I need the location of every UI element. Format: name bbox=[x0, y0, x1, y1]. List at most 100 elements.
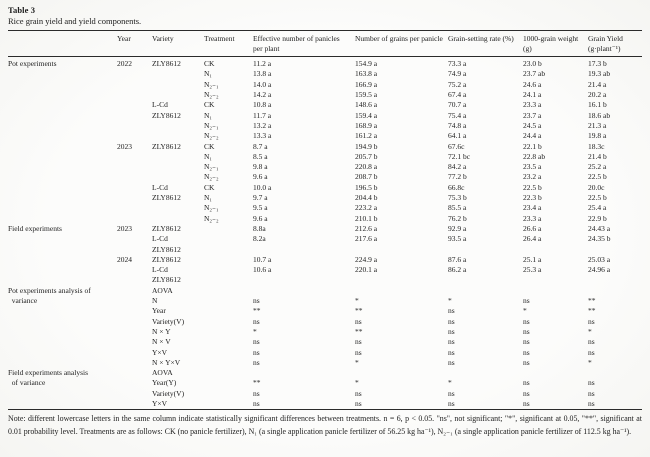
cell-variety: ZLY8612 bbox=[152, 244, 181, 254]
cell-effective-panicles: ** bbox=[253, 378, 261, 388]
cell-treatment bbox=[204, 224, 253, 234]
cell-treatment bbox=[204, 358, 253, 368]
cell-section bbox=[8, 389, 117, 399]
cell-grain-yield bbox=[588, 275, 642, 285]
cell-grains-per-panicle: 168.9 a bbox=[355, 120, 378, 130]
cell-grain-setting-rate: ns bbox=[448, 337, 455, 347]
cell-variety bbox=[152, 152, 204, 162]
table-label: Table 3 bbox=[8, 5, 36, 15]
cell-thousand-grain-weight bbox=[523, 245, 588, 255]
cell-section bbox=[8, 80, 117, 90]
table-row: N₂₋₂ 13.3 a 161.2 a 64.1 a 24.4 a 19.8 a bbox=[8, 131, 642, 141]
cell-year bbox=[117, 131, 152, 141]
cell-grain-yield: 24.35 b bbox=[588, 234, 611, 244]
cell-effective-panicles: ns bbox=[253, 347, 260, 357]
table-row: ZLY8612 bbox=[8, 245, 642, 255]
cell-grain-setting-rate bbox=[448, 368, 523, 378]
cell-year bbox=[117, 296, 152, 306]
cell-section bbox=[8, 358, 117, 368]
cell-variety: ZLY8612 bbox=[152, 59, 181, 69]
column-header-grains-per-panicle: Number of grains per panicle bbox=[355, 30, 448, 58]
cell-variety: AOVA bbox=[152, 368, 173, 378]
cell-effective-panicles: 11.7 a bbox=[253, 110, 272, 120]
cell-variety: L-Cd bbox=[152, 100, 168, 110]
cell-treatment bbox=[204, 296, 253, 306]
cell-grains-per-panicle: 163.8 a bbox=[355, 69, 378, 79]
column-header-year: Year bbox=[117, 30, 152, 58]
cell-treatment: CK bbox=[204, 59, 215, 69]
cell-section bbox=[8, 90, 117, 100]
cell-thousand-grain-weight: ns bbox=[523, 388, 530, 398]
cell-grain-yield: 25.03 a bbox=[588, 254, 611, 264]
cell-grains-per-panicle: 196.5 b bbox=[355, 182, 378, 192]
cell-section bbox=[8, 193, 117, 203]
cell-treatment bbox=[204, 389, 253, 399]
cell-grain-setting-rate: 75.2 a bbox=[448, 79, 467, 89]
cell-year bbox=[117, 368, 152, 378]
cell-thousand-grain-weight: 26.6 a bbox=[523, 223, 542, 233]
cell-grains-per-panicle bbox=[355, 275, 448, 285]
table-row: N₁ 13.8 a 163.8 a 74.9 a 23.7 ab 19.3 ab bbox=[8, 69, 642, 79]
cell-variety: Year bbox=[152, 306, 166, 316]
cell-effective-panicles: 11.2 a bbox=[253, 59, 272, 69]
column-header-section bbox=[8, 30, 117, 58]
cell-section bbox=[8, 306, 117, 316]
cell-grains-per-panicle: ns bbox=[355, 398, 362, 408]
cell-grain-setting-rate: 73.3 a bbox=[448, 59, 467, 69]
table-row: N₂₋₁ 9.5 a 223.2 a 85.5 a 23.4 a 25.4 a bbox=[8, 203, 642, 213]
cell-grain-setting-rate: 67.4 a bbox=[448, 90, 467, 100]
column-header-grain-setting-rate: Grain-setting rate (%) bbox=[448, 30, 523, 58]
cell-year bbox=[117, 275, 152, 285]
cell-effective-panicles: 10.0 a bbox=[253, 182, 272, 192]
table-row: L-Cd CK 10.0 a 196.5 b 66.8c 22.5 b 20.0c bbox=[8, 183, 642, 193]
cell-grains-per-panicle bbox=[355, 245, 448, 255]
cell-grain-setting-rate: 75.4 a bbox=[448, 110, 467, 120]
table-row: N × V ns ns ns ns ns bbox=[8, 337, 642, 347]
table-row: N × Y * ** ns ns * bbox=[8, 327, 642, 337]
column-header-grain-yield: Grain Yield (g·plant⁻¹) bbox=[588, 30, 642, 58]
cell-thousand-grain-weight: 23.3 a bbox=[523, 100, 542, 110]
cell-grain-setting-rate: 84.2 a bbox=[448, 162, 467, 172]
column-header-treatment: Treatment bbox=[204, 30, 253, 58]
cell-variety bbox=[152, 121, 204, 131]
cell-grains-per-panicle: ns bbox=[355, 316, 362, 326]
cell-effective-panicles: 14.2 a bbox=[253, 90, 272, 100]
cell-section bbox=[8, 348, 117, 358]
cell-year bbox=[117, 234, 152, 244]
table-row: of variance Year(Y) ** * * ns ns bbox=[8, 378, 642, 388]
cell-effective-panicles: 8.2a bbox=[253, 234, 266, 244]
cell-thousand-grain-weight bbox=[523, 286, 588, 296]
cell-year: 2023 bbox=[117, 141, 132, 151]
cell-thousand-grain-weight: ns bbox=[523, 316, 530, 326]
cell-thousand-grain-weight: ns bbox=[523, 378, 530, 388]
cell-treatment bbox=[204, 245, 253, 255]
cell-year bbox=[117, 172, 152, 182]
cell-treatment bbox=[204, 399, 253, 410]
table-row: Y×V ns ns ns ns ns bbox=[8, 348, 642, 358]
cell-variety: N bbox=[152, 296, 158, 306]
cell-effective-panicles: ns bbox=[253, 316, 260, 326]
cell-variety bbox=[152, 203, 204, 213]
cell-thousand-grain-weight: 25.1 a bbox=[523, 254, 542, 264]
cell-year bbox=[117, 306, 152, 316]
cell-grain-yield: 17.3 b bbox=[588, 59, 607, 69]
cell-thousand-grain-weight: ns bbox=[523, 296, 530, 306]
cell-section bbox=[8, 234, 117, 244]
cell-grain-yield: ns bbox=[588, 398, 595, 408]
cell-effective-panicles: 9.7 a bbox=[253, 193, 268, 203]
cell-grains-per-panicle: 210.1 b bbox=[355, 213, 378, 223]
cell-grain-setting-rate: ns bbox=[448, 388, 455, 398]
cell-year: 2023 bbox=[117, 223, 132, 233]
cell-section bbox=[8, 255, 117, 265]
cell-grain-setting-rate: ns bbox=[448, 316, 455, 326]
cell-effective-panicles bbox=[253, 245, 355, 255]
cell-grains-per-panicle bbox=[355, 286, 448, 296]
table-row: N₂₋₂ 9.6 a 210.1 b 76.2 b 23.3 a 22.9 b bbox=[8, 214, 642, 224]
cell-variety: Y×V bbox=[152, 398, 168, 408]
cell-grain-yield: 24.43 a bbox=[588, 223, 611, 233]
cell-grain-setting-rate: 66.8c bbox=[448, 182, 465, 192]
cell-year: 2022 bbox=[117, 59, 132, 69]
cell-treatment: CK bbox=[204, 182, 215, 192]
cell-grain-setting-rate: 72.1 bc bbox=[448, 151, 471, 161]
